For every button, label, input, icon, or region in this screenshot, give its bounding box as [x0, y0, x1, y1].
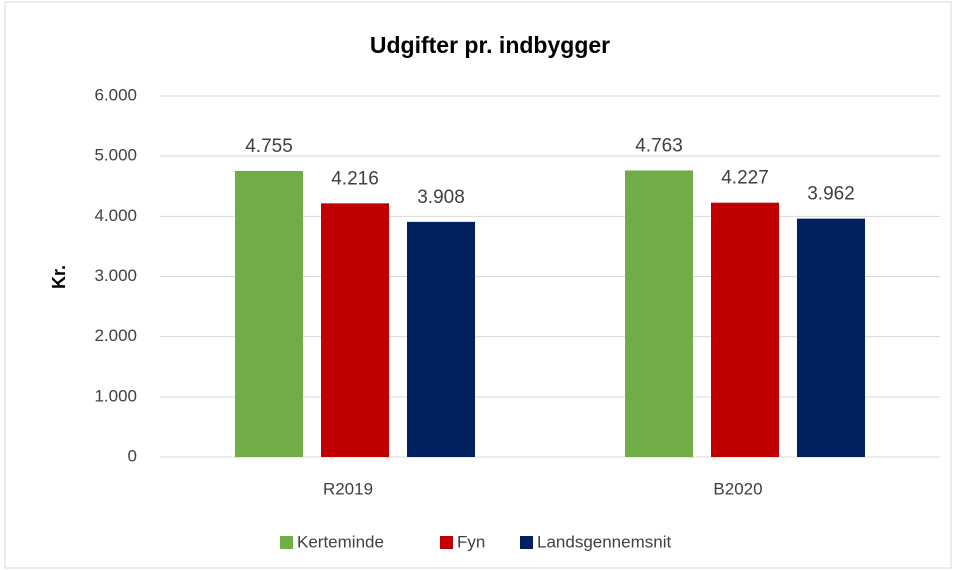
bar — [235, 170, 303, 457]
legend-label: Fyn — [457, 532, 485, 551]
x-tick-label: B2020 — [713, 479, 762, 498]
y-tick-label: 0 — [128, 446, 137, 465]
y-tick-label: 4.000 — [94, 206, 137, 225]
bar — [407, 221, 475, 457]
y-tick-label: 2.000 — [94, 326, 137, 345]
y-tick-label: 6.000 — [94, 85, 137, 104]
data-label: 3.962 — [807, 184, 855, 205]
bar — [797, 218, 865, 457]
data-label: 4.227 — [721, 168, 769, 189]
legend-swatch — [440, 536, 453, 549]
y-tick-label: 3.000 — [94, 266, 137, 285]
legend-label: Kerteminde — [297, 532, 384, 551]
legend-swatch — [280, 536, 293, 549]
chart-title: Udgifter pr. indbygger — [370, 32, 610, 58]
data-label: 4.216 — [331, 168, 379, 189]
legend-swatch — [520, 536, 533, 549]
legend-label: Landsgennemsnit — [537, 532, 671, 551]
x-tick-label: R2019 — [323, 479, 373, 498]
y-axis-label: Kr. — [49, 265, 69, 289]
data-label: 4.755 — [245, 136, 293, 157]
y-tick-label: 5.000 — [94, 146, 137, 165]
y-tick-label: 1.000 — [94, 386, 137, 405]
data-label: 4.763 — [635, 135, 683, 156]
data-label: 3.908 — [417, 187, 465, 208]
bar — [625, 170, 693, 458]
bar — [321, 203, 389, 457]
bar — [711, 202, 779, 457]
